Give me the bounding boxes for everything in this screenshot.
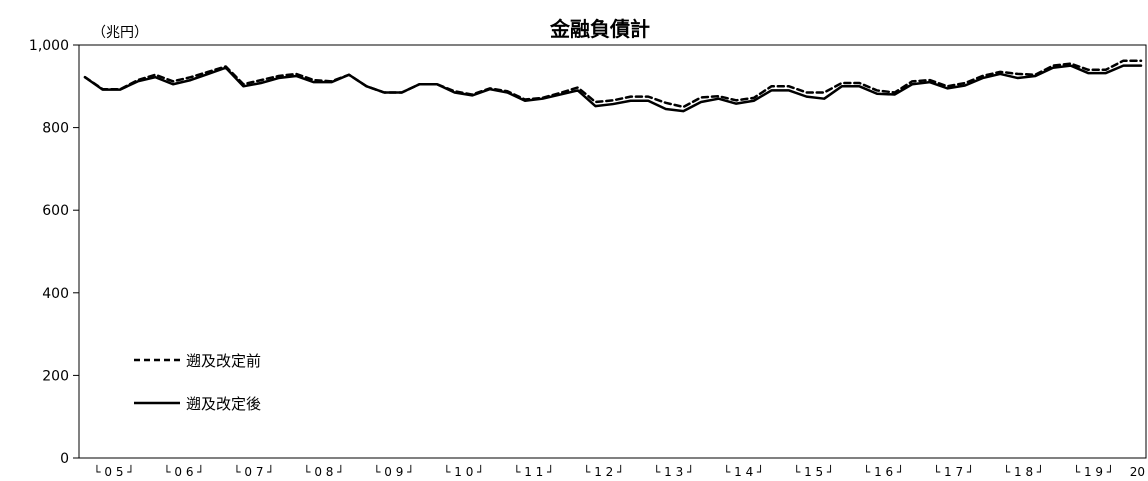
x-tick-label: └ 1 9 ┘ xyxy=(1073,464,1114,479)
legend-label-after-revision: 遡及改定後 xyxy=(186,395,261,413)
x-tick-label: └ 1 3 ┘ xyxy=(653,464,694,479)
y-tick-label: 0 xyxy=(60,451,69,467)
x-tick-label: └ 0 6 ┘ xyxy=(163,464,204,479)
x-tick-label: 20 xyxy=(1130,465,1145,479)
x-tick-label: └ 0 8 ┘ xyxy=(303,464,344,479)
x-tick-label: └ 0 5 ┘ xyxy=(93,464,134,479)
y-tick-label: 600 xyxy=(42,203,69,219)
x-tick-label: └ 1 5 ┘ xyxy=(793,464,834,479)
y-axis-unit-label: （兆円） xyxy=(92,25,148,41)
x-tick-label: └ 0 7 ┘ xyxy=(233,464,274,479)
legend-label-before-revision: 遡及改定前 xyxy=(186,352,261,370)
x-tick-label: └ 1 8 ┘ xyxy=(1003,464,1044,479)
y-tick-label: 400 xyxy=(42,286,69,302)
y-tick-label: 1,000 xyxy=(29,38,69,54)
x-tick-label: └ 1 7 ┘ xyxy=(933,464,974,479)
x-tick-label: └ 1 6 ┘ xyxy=(863,464,904,479)
y-axis-ticks: 0 200 400 600 800 1,000 xyxy=(29,38,79,467)
chart-title: 金融負債計 xyxy=(549,17,650,41)
series-lines xyxy=(83,59,1143,113)
x-axis-ticks: └ 0 5 ┘ └ 0 6 ┘ └ 0 7 ┘ └ 0 8 ┘ └ 0 9 ┘ └ 1 0… xyxy=(93,464,1145,479)
x-tick-label: └ 0 9 ┘ xyxy=(373,464,414,479)
y-tick-label: 800 xyxy=(42,121,69,137)
series-line-after-revision xyxy=(83,64,1143,113)
y-tick-label: 200 xyxy=(42,368,69,384)
x-tick-label: └ 1 1 ┘ xyxy=(513,464,554,479)
x-tick-label: └ 1 4 ┘ xyxy=(723,464,764,479)
x-tick-label: └ 1 0 ┘ xyxy=(443,464,484,479)
x-tick-label: └ 1 2 ┘ xyxy=(583,464,624,479)
plot-area xyxy=(78,44,1147,459)
series-line-before-revision xyxy=(83,59,1143,109)
